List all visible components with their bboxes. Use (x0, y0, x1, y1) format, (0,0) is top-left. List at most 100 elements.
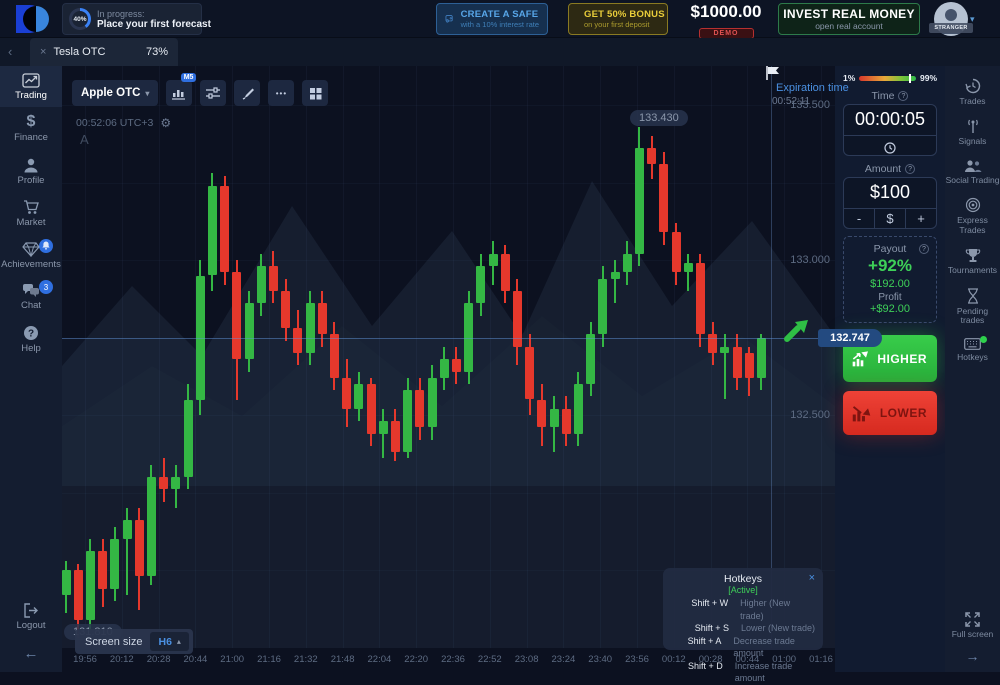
people-icon (964, 159, 981, 172)
current-price-tag: 132.747 (818, 329, 882, 348)
tab-asset-name: Tesla OTC (53, 46, 106, 58)
amount-increase-button[interactable]: + (905, 208, 936, 228)
invest-real-money-button[interactable]: INVEST REAL MONEY open real account (778, 3, 920, 35)
sidebar-item-express-trades[interactable]: Express Trades (945, 191, 1000, 242)
hotkeys-title: Hotkeys (724, 573, 762, 585)
payout-total: $192.00 (870, 278, 910, 290)
sliders-icon (206, 87, 221, 99)
chart-area[interactable]: Apple OTC ▾ M5 (61, 66, 882, 672)
onboarding-progress-card[interactable]: 40% In progress: Place your first foreca… (62, 3, 211, 35)
asset-tab-tesla[interactable]: × Tesla OTC 73% (30, 38, 178, 66)
sidebar-item-chat[interactable]: 3 Chat (0, 276, 62, 317)
indicators-button[interactable] (200, 80, 227, 106)
lower-button[interactable]: LOWER (843, 391, 937, 435)
chart-type-button[interactable]: M5 (166, 73, 197, 106)
expiration-line (771, 66, 772, 648)
sidebar-item-achievements[interactable]: Achievements (0, 235, 62, 276)
sidebar-item-finance[interactable]: $ Finance (14, 113, 48, 144)
info-icon[interactable]: ? (905, 164, 916, 174)
close-icon[interactable]: × (808, 572, 815, 584)
create-safe-banner[interactable]: CREATE A SAFE with a 10% interest rate (436, 3, 548, 35)
time-axis-label: 20:44 (183, 654, 208, 665)
progress-task: Place your first forecast (97, 18, 211, 30)
user-menu[interactable]: STRANGER ▾ (929, 2, 978, 36)
time-axis-label: 20:28 (146, 654, 171, 665)
time-axis-label: 22:04 (367, 654, 392, 665)
sidebar-item-social-trading[interactable]: Social Trading (945, 153, 1000, 192)
bonus-banner[interactable]: GET 50% BONUS on your first deposit (568, 3, 668, 35)
time-axis-label: 19:56 (73, 654, 97, 665)
bonus-banner-title: GET 50% BONUS (584, 9, 665, 20)
time-axis-label: 01:16 (809, 654, 833, 665)
sidebar-item-pending-trades[interactable]: Pending trades (945, 282, 1000, 333)
amount-currency-button[interactable]: $ (874, 208, 905, 228)
cart-icon (23, 200, 39, 215)
tabs-back-chevron[interactable]: ‹ (8, 44, 13, 59)
time-field-label: Time (871, 90, 895, 102)
app-logo[interactable] (10, 3, 54, 35)
time-axis-label: 23:56 (625, 654, 649, 665)
time-field[interactable]: 00:00:05 (843, 104, 937, 156)
amount-field[interactable]: $100 - $ + (843, 177, 937, 229)
hotkeys-active-dot (980, 336, 987, 344)
profit-label: Profit (878, 292, 902, 303)
chart-up-icon (852, 350, 868, 366)
sidebar-item-trading[interactable]: Trading (0, 66, 62, 108)
info-icon[interactable]: ? (898, 91, 909, 101)
time-axis-label: 22:52 (477, 654, 502, 665)
drawing-tools-button[interactable] (234, 80, 261, 106)
gem-icon (22, 242, 40, 257)
expand-sidebar-arrow[interactable]: → (965, 648, 980, 664)
amount-decrease-button[interactable]: - (856, 210, 862, 226)
time-mode-toggle[interactable] (844, 138, 936, 154)
sidebar-item-signals[interactable]: Signals (945, 113, 1000, 153)
time-axis-label: 23:08 (514, 654, 539, 665)
sidebar-item-hotkeys[interactable]: Hotkeys (945, 332, 1000, 369)
safe-icon (445, 15, 453, 23)
target-icon (965, 198, 980, 213)
amount-value[interactable]: $100 (869, 182, 911, 202)
sidebar-item-market[interactable]: Market (0, 192, 62, 234)
candles-layer (61, 66, 835, 648)
profit-value: +$92.00 (869, 303, 911, 315)
time-axis-label: 21:00 (220, 654, 245, 665)
sidebar-item-trades[interactable]: Trades (945, 72, 1000, 113)
account-balance[interactable]: $1000.00 DEMO (682, 2, 770, 40)
sidebar-item-help[interactable]: ? Help (0, 318, 62, 360)
current-price-line (62, 338, 824, 340)
payout-label: Payout (873, 243, 907, 255)
achievements-notification-badge (39, 238, 53, 253)
gear-icon[interactable]: ⚙ (160, 116, 172, 130)
server-clock: 00:52:06 UTC+3 (76, 117, 154, 129)
sidebar-item-tournaments[interactable]: Tournaments (945, 242, 1000, 282)
sidebar-item-logout[interactable]: Logout (16, 602, 46, 631)
brush-icon (242, 88, 254, 100)
payout-percent: +92% (868, 256, 912, 275)
screen-size-dropdown[interactable]: H6 ▴ (150, 632, 189, 651)
fullscreen-button[interactable]: Full screen (945, 612, 1000, 640)
sentiment-marker (909, 73, 912, 83)
tab-payout-percent: 73% (145, 46, 168, 58)
hourglass-icon (967, 287, 978, 304)
payout-info: ? Payout +92% $192.00 Profit +$92.00 (843, 236, 937, 323)
high-price-tag: 133.430 (630, 109, 688, 126)
time-axis-label: 23:40 (588, 654, 613, 665)
sidebar-item-profile[interactable]: Profile (0, 150, 62, 192)
chat-icon (23, 284, 39, 298)
asset-select-dropdown[interactable]: Apple OTC ▾ (72, 80, 159, 106)
info-icon[interactable]: ? (919, 244, 929, 254)
close-tab-icon[interactable]: × (40, 46, 47, 58)
time-value[interactable]: 00:00:05 (854, 109, 926, 129)
trophy-icon (965, 248, 980, 262)
history-icon (964, 78, 980, 94)
chart-down-icon (852, 406, 871, 422)
more-tools-button[interactable]: ••• (268, 80, 295, 106)
top-header: 40% In progress: Place your first foreca… (0, 0, 1000, 40)
layout-grid-button[interactable] (302, 80, 329, 106)
hotkeys-popup: × Hotkeys [Active] Shift + W Higher (New … (663, 568, 823, 683)
collapse-sidebar-arrow[interactable]: ← (23, 645, 39, 662)
sentiment-high: 99% (919, 73, 937, 83)
logout-icon (24, 602, 38, 618)
left-sidebar: Trading $ Finance Profile Market Ac (0, 66, 62, 672)
balance-amount: $1000.00 (690, 2, 762, 21)
